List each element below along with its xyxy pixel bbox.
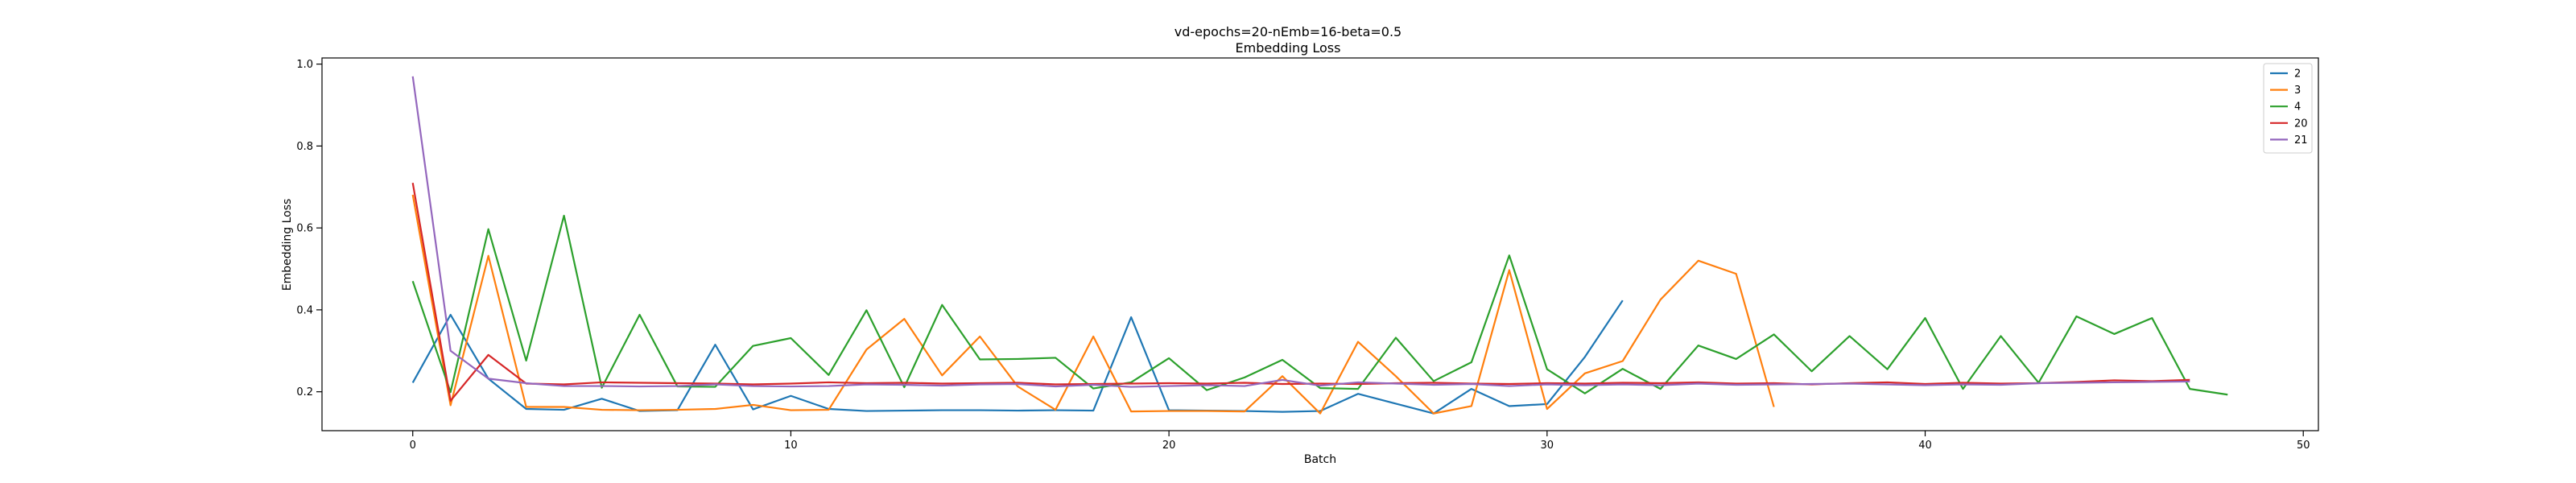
legend-label-3: 3 [2294, 85, 2301, 97]
y-tick-label: 0.8 [296, 141, 313, 153]
y-axis-label: Embedding Loss [281, 199, 294, 291]
x-tick-label: 10 [784, 440, 798, 452]
legend-label-20: 20 [2294, 118, 2308, 130]
x-tick-label: 0 [410, 440, 416, 452]
x-tick-label: 30 [1541, 440, 1554, 452]
series-line-20 [411, 182, 2190, 402]
x-tick-label: 20 [1162, 440, 1176, 452]
legend-label-4: 4 [2294, 101, 2301, 114]
series-line-3 [411, 194, 1775, 415]
legend-label-2: 2 [2294, 68, 2301, 80]
y-tick-label: 0.6 [296, 223, 313, 235]
x-tick-label: 50 [2297, 440, 2310, 452]
y-tick-label: 0.4 [296, 304, 313, 316]
y-tick-label: 1.0 [296, 59, 313, 71]
x-axis-ticks: 0 10 20 30 40 50 [410, 431, 2310, 452]
legend-label-21: 21 [2294, 134, 2308, 147]
legend-box [2263, 63, 2313, 154]
chart-subtitle: Embedding Loss [1236, 40, 1341, 56]
x-tick-label: 40 [1918, 440, 1932, 452]
y-tick-label: 0.2 [296, 386, 313, 398]
series-line-21 [411, 76, 2190, 388]
chart-title: vd-epochs=20-nEmb=16-beta=0.5 [1174, 24, 1402, 39]
series-line-4 [411, 214, 2228, 396]
y-axis-ticks: 0.2 0.4 0.6 0.8 1.0 [296, 59, 322, 398]
legend: 2 3 4 20 21 [2263, 63, 2313, 154]
x-axis-label: Batch [1304, 453, 1336, 466]
series-layer [411, 76, 2228, 415]
series-line-2 [411, 299, 1624, 415]
axes-frame [321, 57, 2319, 431]
